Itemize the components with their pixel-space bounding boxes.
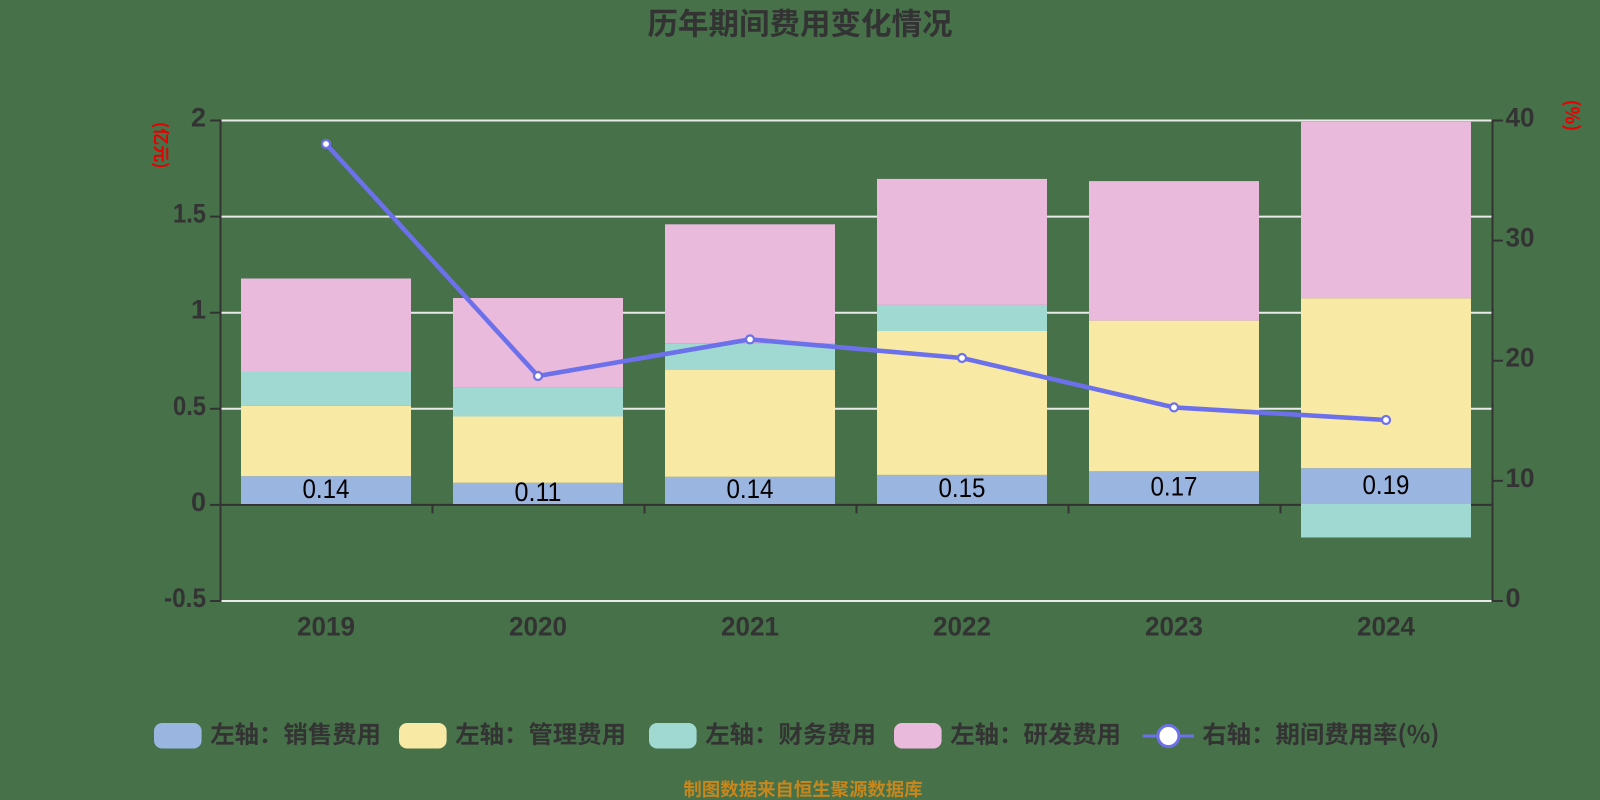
svg-text:0.15: 0.15 bbox=[939, 473, 986, 503]
svg-text:0.17: 0.17 bbox=[1151, 471, 1198, 501]
svg-text:2021: 2021 bbox=[721, 612, 779, 642]
svg-text:2022: 2022 bbox=[933, 612, 991, 642]
svg-text:2023: 2023 bbox=[1145, 612, 1203, 642]
svg-text:0: 0 bbox=[1506, 583, 1521, 613]
svg-text:0.11: 0.11 bbox=[515, 477, 562, 507]
svg-text:2: 2 bbox=[191, 103, 206, 133]
svg-text:20: 20 bbox=[1506, 343, 1535, 373]
svg-text:10: 10 bbox=[1506, 463, 1535, 493]
svg-text:2020: 2020 bbox=[509, 612, 567, 642]
svg-text:-0.5: -0.5 bbox=[164, 583, 206, 613]
svg-text:0: 0 bbox=[191, 487, 206, 517]
svg-text:2024: 2024 bbox=[1357, 612, 1415, 642]
svg-text:0.5: 0.5 bbox=[173, 391, 206, 421]
svg-text:30: 30 bbox=[1506, 223, 1535, 253]
svg-text:0.14: 0.14 bbox=[727, 474, 774, 504]
svg-text:2019: 2019 bbox=[297, 612, 355, 642]
svg-text:0.19: 0.19 bbox=[1363, 470, 1410, 500]
svg-text:1: 1 bbox=[191, 295, 206, 325]
svg-text:1.5: 1.5 bbox=[173, 199, 206, 229]
svg-text:40: 40 bbox=[1506, 103, 1535, 133]
svg-text:0.14: 0.14 bbox=[303, 474, 350, 504]
